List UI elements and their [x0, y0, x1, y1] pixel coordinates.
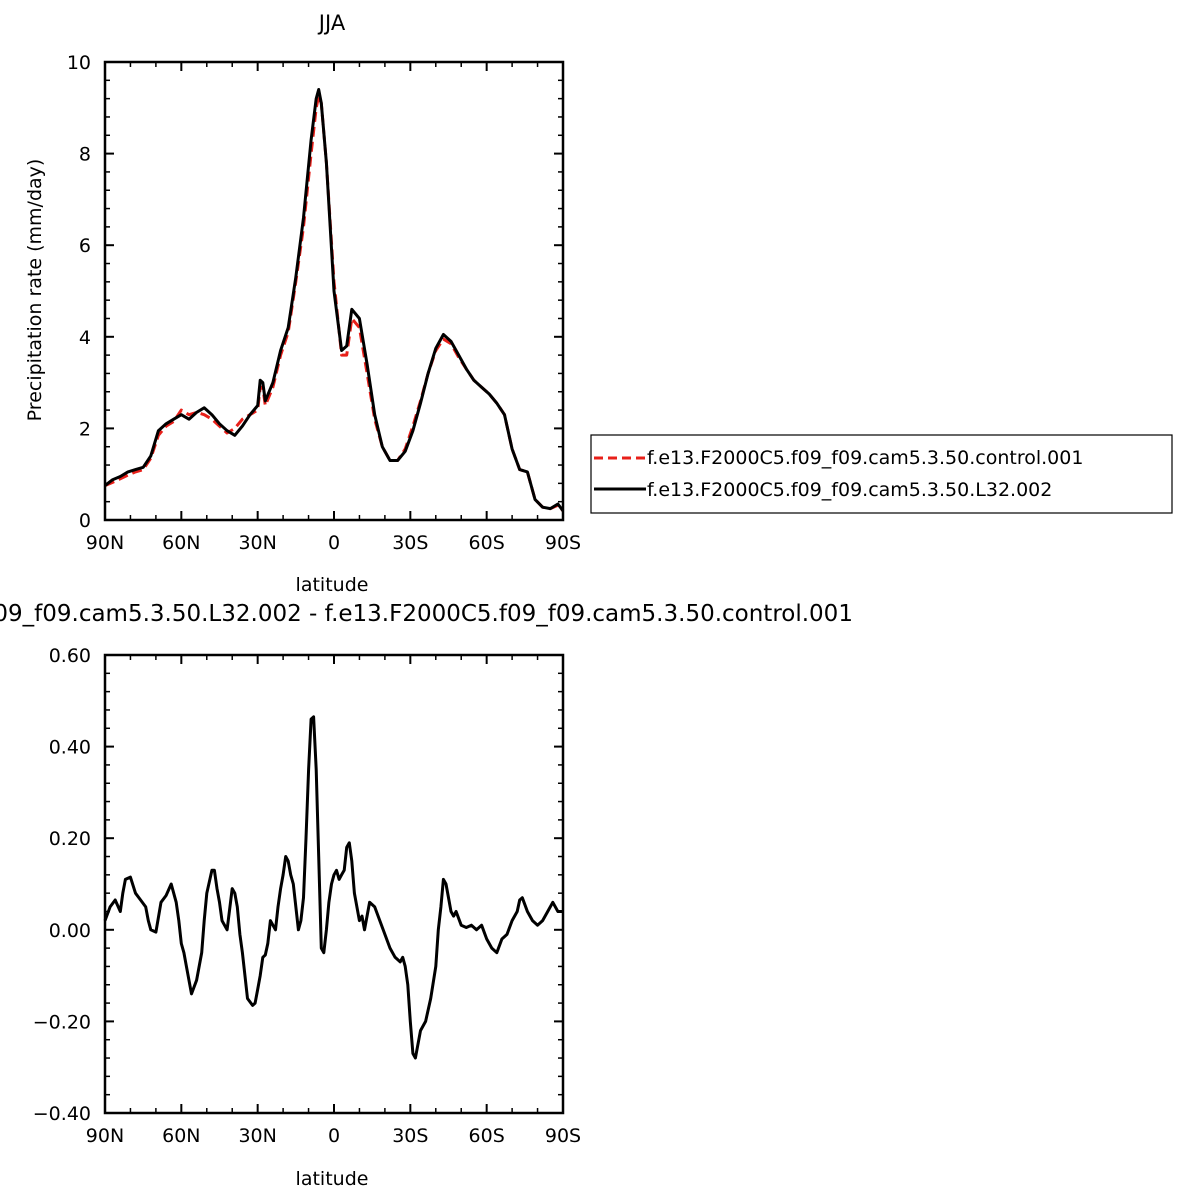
y-axis-label: Precipitation rate (mm/day): [24, 159, 46, 422]
x-tick-label: 90S: [545, 532, 581, 554]
x-tick-label: 30N: [238, 1125, 276, 1147]
y-tick-label: −0.20: [33, 1011, 91, 1033]
series-line-a: [103, 715, 563, 1060]
series-lines: [103, 715, 563, 1060]
x-tick-label: 60N: [162, 1125, 200, 1147]
y-tick-label: 0.40: [49, 737, 91, 759]
y-tick-label: 0: [79, 510, 91, 532]
y-tick-label: 6: [79, 235, 91, 257]
series-line-a: [104, 94, 565, 512]
y-tick-label: 10: [67, 52, 91, 74]
y-tick-label: 2: [79, 418, 91, 440]
x-tick-label: 30N: [238, 532, 276, 554]
x-tick-label: 30S: [392, 1125, 428, 1147]
legend: f.e13.F2000C5.f09_f09.cam5.3.50.control.…: [590, 434, 1173, 514]
y-tick-label: −0.40: [33, 1103, 91, 1125]
y-tick-label: 0.20: [49, 828, 91, 850]
precipitation-panel: JJA Precipitation rate (mm/day) latitude…: [24, 11, 1173, 596]
y-tick-label: 0.60: [49, 645, 91, 667]
x-tick-label: 0: [328, 1125, 340, 1147]
difference-title: f.e13.F2000C5.f09_f09.cam5.3.50.L32.002 …: [0, 601, 853, 627]
x-tick-label: 90S: [545, 1125, 581, 1147]
x-tick-label: 60S: [469, 532, 505, 554]
difference-panel: f.e13.F2000C5.f09_f09.cam5.3.50.L32.002 …: [0, 601, 853, 1190]
series-line-b: [104, 88, 565, 512]
x-tick-label: 0: [328, 532, 340, 554]
legend-label-l32: f.e13.F2000C5.f09_f09.cam5.3.50.L32.002: [647, 479, 1052, 501]
x-axis-label: latitude: [296, 1168, 369, 1190]
y-tick-label: 4: [79, 327, 91, 349]
plot-frame: [103, 60, 565, 522]
plot-frame: [103, 653, 565, 1115]
y-tick-label: 0.00: [49, 920, 91, 942]
chart-title: JJA: [317, 11, 346, 35]
axis-ticks: 90N 60N 30N 0 30S 60S 90S −0.40 −0.20 0.00 0.20 0.4…: [33, 645, 581, 1147]
x-axis-label: latitude: [296, 574, 369, 596]
x-tick-label: 90N: [86, 1125, 124, 1147]
legend-label-control: f.e13.F2000C5.f09_f09.cam5.3.50.control.…: [647, 447, 1083, 469]
x-tick-label: 60N: [162, 532, 200, 554]
x-tick-label: 90N: [86, 532, 124, 554]
series-lines: [104, 88, 565, 512]
legend-box: [590, 434, 1173, 514]
x-tick-label: 30S: [392, 532, 428, 554]
y-tick-label: 8: [79, 144, 91, 166]
x-tick-label: 60S: [469, 1125, 505, 1147]
